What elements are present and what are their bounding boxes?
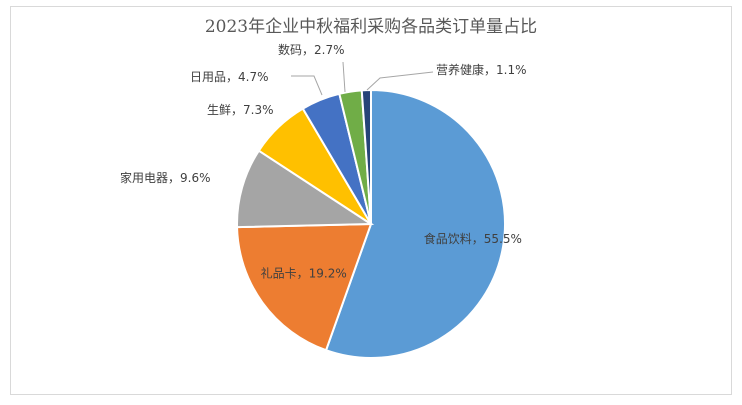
- pie-slice-1: [324, 88, 506, 359]
- pie-slice-7: [360, 88, 372, 225]
- slice-label-7: 营养健康，1.1%: [436, 62, 527, 77]
- leader-line-7: [366, 71, 434, 91]
- slice-label-5: 日用品，4.7%: [190, 70, 269, 84]
- slice-label-3: 家用电器，9.6%: [120, 170, 211, 185]
- leader-line-6: [342, 61, 346, 93]
- pie-slice-3: [236, 149, 375, 229]
- pie-slice-2: [236, 222, 373, 352]
- leader-line-5: [291, 75, 323, 96]
- slice-label-2: 礼品卡，19.2%: [261, 266, 347, 281]
- slice-label-4: 生鲜，7.3%: [207, 103, 274, 117]
- chart-title: 2023年企业中秋福利采购各品类订单量占比: [204, 17, 538, 37]
- slice-label-1: 食品饮料，55.5%: [424, 231, 522, 246]
- slice-label-6: 数码，2.7%: [278, 42, 345, 57]
